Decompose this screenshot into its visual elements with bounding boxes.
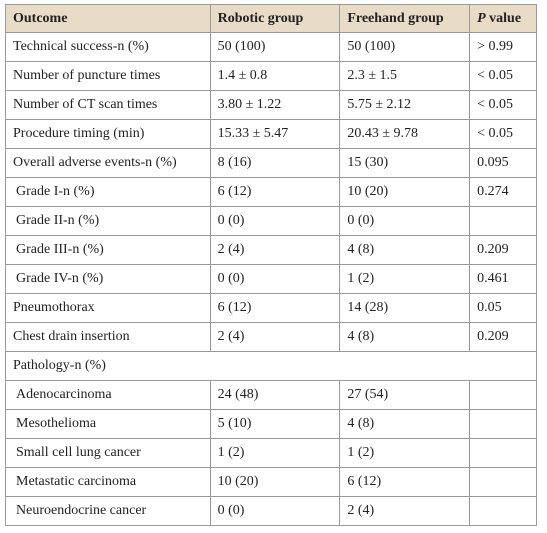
table-row: Mesothelioma 5 (10) 4 (8) [5, 409, 537, 439]
cell: 6 (12) [209, 293, 341, 323]
cell: 0.274 [469, 177, 537, 207]
cell: 0 (0) [339, 206, 471, 236]
cell: 2 (4) [209, 322, 341, 352]
empty-cell [469, 467, 537, 497]
cell: Procedure timing (min) [5, 119, 211, 149]
empty-cell [469, 206, 537, 236]
table-row: Small cell lung cancer 1 (2) 1 (2) [5, 438, 537, 468]
cell: 5.75 ± 2.12 [339, 90, 471, 120]
cell: < 0.05 [469, 90, 537, 120]
table-row: Procedure timing (min) 15.33 ± 5.47 20.43 … [5, 119, 537, 149]
cell: 4 (8) [339, 235, 471, 265]
cell: Chest drain insertion [5, 322, 211, 352]
cell: Pathology-n (%) [5, 351, 537, 381]
header-cell: Outcome [5, 4, 211, 33]
header-cell: Freehand group [339, 4, 471, 33]
table-row: Number of CT scan times 3.80 ± 1.22 5.75 ±… [5, 90, 537, 120]
cell: 2 (4) [339, 496, 471, 526]
cell: 15.33 ± 5.47 [209, 119, 341, 149]
cell: Adenocarcinoma [5, 380, 211, 410]
table-row: Technical success-n (%) 50 (100) 50 (100) >… [5, 32, 537, 62]
cell: 2 (4) [209, 235, 341, 265]
cell: Small cell lung cancer [5, 438, 211, 468]
header-cell: P value [469, 4, 537, 33]
cell: Grade III-n (%) [5, 235, 211, 265]
cell: 10 (20) [339, 177, 471, 207]
cell: Neuroendocrine cancer [5, 496, 211, 526]
table-row: Adenocarcinoma 24 (48) 27 (54) [5, 380, 537, 410]
cell: 3.80 ± 1.22 [209, 90, 341, 120]
table-row: Number of puncture times 1.4 ± 0.8 2.3 ± 1… [5, 61, 537, 91]
cell: Technical success-n (%) [5, 32, 211, 62]
cell: < 0.05 [469, 119, 537, 149]
cell: Mesothelioma [5, 409, 211, 439]
cell: Metastatic carcinoma [5, 467, 211, 497]
results-table: Outcome Robotic group Freehand group P valu… [5, 4, 537, 526]
cell: 5 (10) [209, 409, 341, 439]
table-row: Grade I-n (%) 6 (12) 10 (20) 0.274 [5, 177, 537, 207]
table-row: Pathology-n (%) [5, 351, 537, 381]
table-row: Chest drain insertion 2 (4) 4 (8) 0.209 [5, 322, 537, 352]
cell: 4 (8) [339, 322, 471, 352]
table-row: Grade II-n (%) 0 (0) 0 (0) [5, 206, 537, 236]
cell: Grade IV-n (%) [5, 264, 211, 294]
cell: Number of puncture times [5, 61, 211, 91]
cell: 4 (8) [339, 409, 471, 439]
cell: Overall adverse events-n (%) [5, 148, 211, 178]
cell: 0.05 [469, 293, 537, 323]
empty-cell [469, 409, 537, 439]
cell: > 0.99 [469, 32, 537, 62]
cell: 50 (100) [339, 32, 471, 62]
cell: 0 (0) [209, 206, 341, 236]
cell: 2.3 ± 1.5 [339, 61, 471, 91]
table-row: Neuroendocrine cancer 0 (0) 2 (4) [5, 496, 537, 526]
cell: 6 (12) [209, 177, 341, 207]
cell: 0.095 [469, 148, 537, 178]
header-row: Outcome Robotic group Freehand group P valu… [5, 4, 537, 33]
cell: 1 (2) [209, 438, 341, 468]
cell: 10 (20) [209, 467, 341, 497]
table-row: Grade IV-n (%) 0 (0) 1 (2) 0.461 [5, 264, 537, 294]
empty-cell [469, 438, 537, 468]
cell: 1 (2) [339, 438, 471, 468]
empty-cell [469, 380, 537, 410]
header-cell: Robotic group [209, 4, 341, 33]
cell: 15 (30) [339, 148, 471, 178]
cell: 0 (0) [209, 496, 341, 526]
cell: 0.209 [469, 235, 537, 265]
cell: Pneumothorax [5, 293, 211, 323]
cell: 50 (100) [209, 32, 341, 62]
cell: Grade II-n (%) [5, 206, 211, 236]
cell: 6 (12) [339, 467, 471, 497]
table-row: Metastatic carcinoma 10 (20) 6 (12) [5, 467, 537, 497]
cell: 20.43 ± 9.78 [339, 119, 471, 149]
cell: 0.209 [469, 322, 537, 352]
table-row: Pneumothorax 6 (12) 14 (28) 0.05 [5, 293, 537, 323]
cell: 14 (28) [339, 293, 471, 323]
cell: Number of CT scan times [5, 90, 211, 120]
table-row: Grade III-n (%) 2 (4) 4 (8) 0.209 [5, 235, 537, 265]
cell: 8 (16) [209, 148, 341, 178]
cell: 27 (54) [339, 380, 471, 410]
cell: 0.461 [469, 264, 537, 294]
cell: 1 (2) [339, 264, 471, 294]
cell: < 0.05 [469, 61, 537, 91]
cell: Grade I-n (%) [5, 177, 211, 207]
empty-cell [469, 496, 537, 526]
cell: 1.4 ± 0.8 [209, 61, 341, 91]
cell: 24 (48) [209, 380, 341, 410]
table-row: Overall adverse events-n (%) 8 (16) 15 (30… [5, 148, 537, 178]
cell: 0 (0) [209, 264, 341, 294]
